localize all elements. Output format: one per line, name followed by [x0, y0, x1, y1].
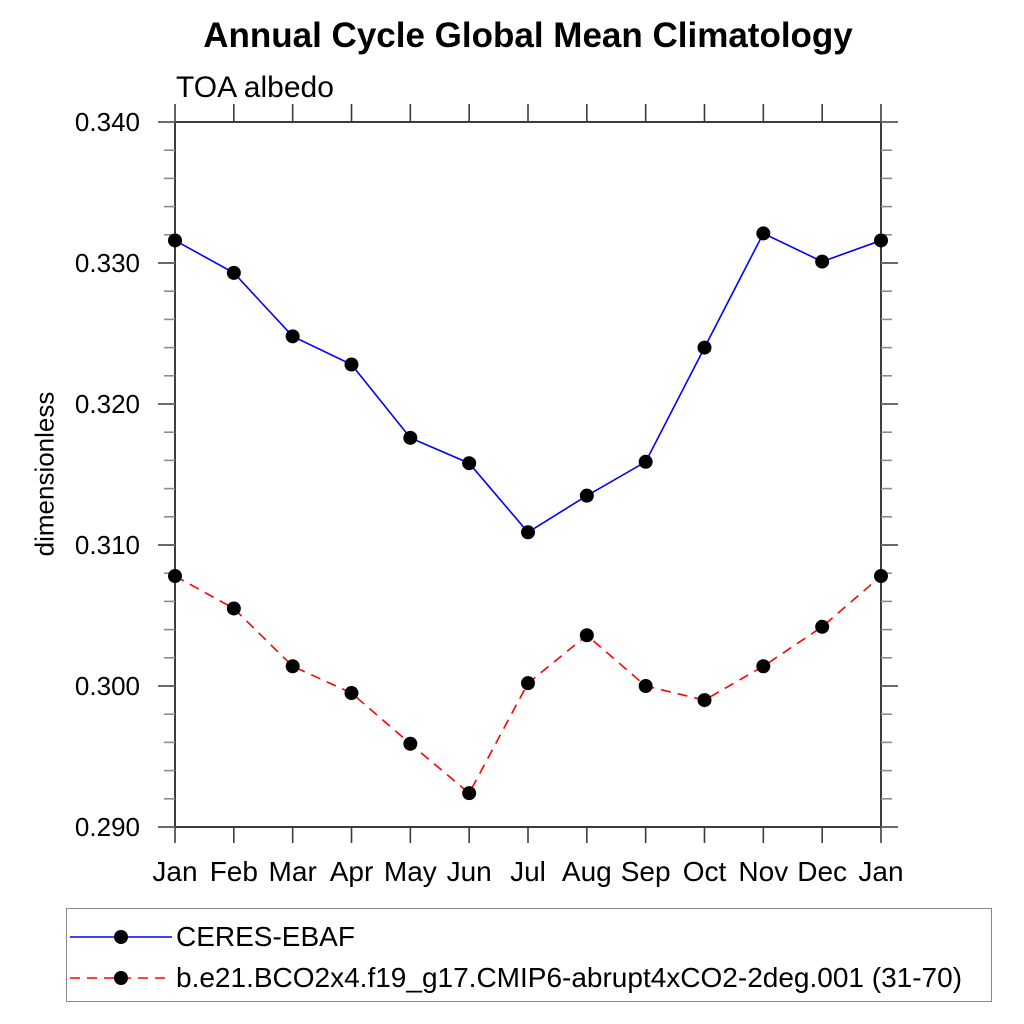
legend-item-observation: CERES-EBAF — [67, 916, 991, 957]
data-point-marker — [815, 619, 830, 634]
y-tick-label: 0.300 — [75, 671, 140, 701]
data-point-marker — [226, 265, 241, 280]
x-tick-label: Oct — [683, 856, 727, 887]
plot-frame — [174, 121, 882, 828]
data-point-marker — [285, 329, 300, 344]
x-tick-label: Apr — [330, 856, 374, 887]
x-tick-label: Aug — [562, 856, 612, 887]
x-tick-label: Jan — [858, 856, 903, 887]
x-tick-label: Feb — [210, 856, 258, 887]
data-point-marker — [756, 226, 771, 241]
data-point-marker — [697, 693, 712, 708]
data-point-marker — [403, 736, 418, 751]
series-line-solid — [174, 232, 882, 534]
x-tick-label: Nov — [738, 856, 788, 887]
legend-label-observation: CERES-EBAF — [176, 920, 355, 952]
legend-label-model: b.e21.BCO2x4.f19_g17.CMIP6-abrupt4xCO2-2… — [176, 961, 963, 993]
x-tick-label: Jan — [152, 856, 197, 887]
data-point-marker — [638, 454, 653, 469]
y-tick-label: 0.320 — [75, 389, 140, 419]
x-tick-label: Sep — [621, 856, 671, 887]
data-point-marker — [874, 569, 888, 584]
x-tick-label: Jul — [510, 856, 546, 887]
data-point-marker — [756, 659, 771, 674]
data-point-marker — [168, 233, 182, 248]
data-point-marker — [462, 456, 477, 471]
data-point-marker — [579, 488, 594, 503]
x-tick-label: Dec — [797, 856, 847, 887]
data-point-marker — [874, 233, 888, 248]
legend-dashed-line-marker-icon — [70, 970, 172, 985]
legend-item-model: b.e21.BCO2x4.f19_g17.CMIP6-abrupt4xCO2-2… — [67, 957, 991, 998]
legend-sample-marker — [114, 929, 128, 944]
data-point-marker — [226, 601, 241, 616]
data-point-marker — [168, 569, 182, 584]
legend-box: CERES-EBAF b.e21.BCO2x4.f19_g17.CMIP6-ab… — [66, 908, 992, 1002]
data-point-marker — [403, 430, 418, 445]
y-tick-label: 0.340 — [75, 107, 140, 137]
chart-title: Annual Cycle Global Mean Climatology — [203, 16, 853, 55]
data-point-marker — [579, 628, 594, 643]
x-tick-label: Jun — [447, 856, 492, 887]
legend-sample-marker — [114, 970, 128, 985]
x-tick-label: Mar — [269, 856, 317, 887]
data-point-marker — [697, 340, 712, 355]
y-tick-label: 0.310 — [75, 530, 140, 560]
legend-solid-line-marker-icon — [70, 929, 172, 944]
data-point-marker — [521, 525, 535, 540]
data-point-marker — [521, 676, 535, 691]
y-tick-label: 0.290 — [75, 812, 140, 842]
data-point-marker — [344, 686, 359, 701]
chart-subtitle: TOA albedo — [176, 71, 334, 104]
x-tick-label: May — [384, 856, 437, 887]
data-point-marker — [344, 357, 359, 372]
data-point-marker — [815, 254, 830, 269]
data-point-marker — [638, 679, 653, 693]
data-point-marker — [285, 659, 300, 674]
y-tick-label: 0.330 — [75, 248, 140, 278]
data-point-marker — [462, 786, 477, 801]
